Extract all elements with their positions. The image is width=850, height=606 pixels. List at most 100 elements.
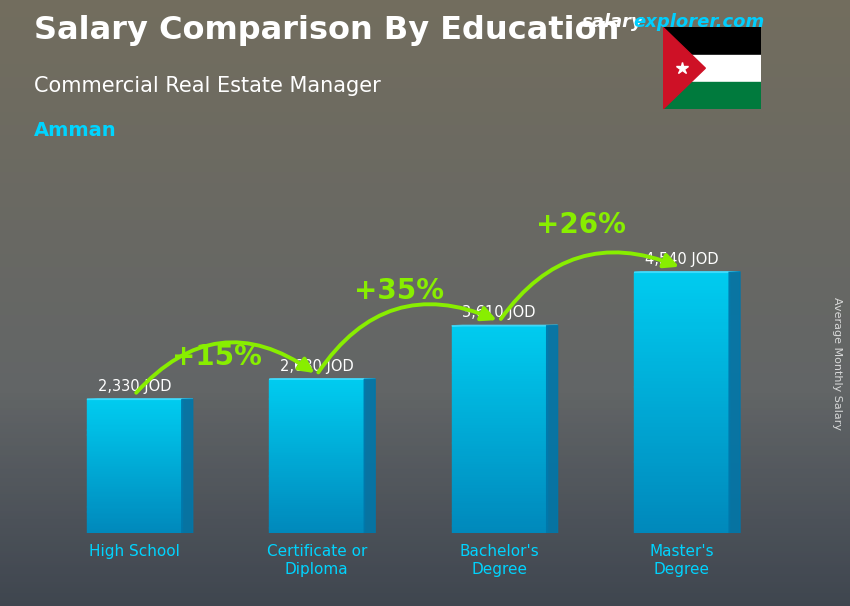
- Bar: [634, 288, 729, 292]
- Bar: [452, 380, 547, 383]
- Bar: [87, 473, 182, 474]
- Text: salary: salary: [582, 13, 644, 32]
- Bar: [452, 456, 547, 458]
- Bar: [634, 439, 729, 442]
- Bar: [87, 518, 182, 520]
- Bar: [87, 450, 182, 451]
- Bar: [452, 378, 547, 381]
- Bar: [634, 530, 729, 533]
- Bar: [269, 504, 364, 507]
- Bar: [452, 409, 547, 411]
- Bar: [634, 354, 729, 357]
- Bar: [634, 305, 729, 308]
- Bar: [634, 445, 729, 448]
- Bar: [452, 396, 547, 398]
- Text: Salary Comparison By Education: Salary Comparison By Education: [34, 15, 620, 46]
- Bar: [452, 466, 547, 468]
- Bar: [634, 442, 729, 445]
- Bar: [87, 487, 182, 488]
- Bar: [634, 321, 729, 325]
- Bar: [452, 505, 547, 507]
- Bar: [452, 479, 547, 481]
- Bar: [87, 468, 182, 470]
- Bar: [634, 364, 729, 367]
- Bar: [452, 525, 547, 528]
- Bar: [87, 431, 182, 433]
- Bar: [87, 423, 182, 424]
- Bar: [452, 476, 547, 479]
- Polygon shape: [663, 27, 706, 109]
- Bar: [87, 403, 182, 404]
- Bar: [269, 479, 364, 481]
- Bar: [87, 500, 182, 502]
- Bar: [87, 474, 182, 476]
- Bar: [452, 419, 547, 422]
- Bar: [634, 370, 729, 373]
- Bar: [87, 483, 182, 485]
- Bar: [634, 403, 729, 406]
- Polygon shape: [729, 271, 740, 533]
- Bar: [452, 398, 547, 401]
- Bar: [634, 488, 729, 491]
- Bar: [634, 315, 729, 318]
- Bar: [452, 359, 547, 362]
- Bar: [269, 483, 364, 485]
- Bar: [452, 473, 547, 476]
- Bar: [452, 328, 547, 331]
- Bar: [87, 410, 182, 411]
- Bar: [87, 490, 182, 491]
- Bar: [452, 355, 547, 357]
- Bar: [634, 399, 729, 403]
- Polygon shape: [547, 325, 558, 533]
- Bar: [269, 471, 364, 474]
- Bar: [452, 406, 547, 409]
- Bar: [634, 484, 729, 488]
- Bar: [634, 458, 729, 462]
- Bar: [634, 413, 729, 416]
- Bar: [87, 416, 182, 418]
- Bar: [452, 336, 547, 339]
- Bar: [452, 370, 547, 373]
- Bar: [452, 326, 547, 328]
- Bar: [87, 513, 182, 515]
- Bar: [269, 491, 364, 493]
- Bar: [87, 493, 182, 494]
- Bar: [452, 416, 547, 419]
- Polygon shape: [364, 379, 375, 533]
- Bar: [634, 347, 729, 351]
- Bar: [634, 292, 729, 295]
- Bar: [269, 416, 364, 418]
- Bar: [452, 510, 547, 513]
- Bar: [634, 498, 729, 501]
- Bar: [269, 464, 364, 466]
- Bar: [634, 419, 729, 422]
- Bar: [634, 367, 729, 370]
- Bar: [269, 391, 364, 393]
- Bar: [269, 429, 364, 431]
- Bar: [87, 443, 182, 445]
- Bar: [634, 295, 729, 299]
- Bar: [87, 505, 182, 507]
- Bar: [269, 516, 364, 518]
- Bar: [269, 406, 364, 408]
- Bar: [452, 427, 547, 430]
- Bar: [269, 422, 364, 424]
- Bar: [269, 402, 364, 404]
- Bar: [87, 453, 182, 454]
- Bar: [634, 338, 729, 341]
- Bar: [452, 383, 547, 385]
- Bar: [269, 518, 364, 520]
- Text: +15%: +15%: [172, 344, 262, 371]
- Bar: [452, 362, 547, 365]
- Bar: [269, 443, 364, 445]
- Bar: [269, 497, 364, 499]
- Bar: [87, 441, 182, 443]
- Bar: [634, 471, 729, 474]
- Bar: [269, 383, 364, 385]
- Bar: [634, 406, 729, 410]
- Text: explorer.com: explorer.com: [633, 13, 764, 32]
- Bar: [634, 517, 729, 520]
- Bar: [452, 432, 547, 435]
- Bar: [87, 507, 182, 508]
- Bar: [87, 401, 182, 403]
